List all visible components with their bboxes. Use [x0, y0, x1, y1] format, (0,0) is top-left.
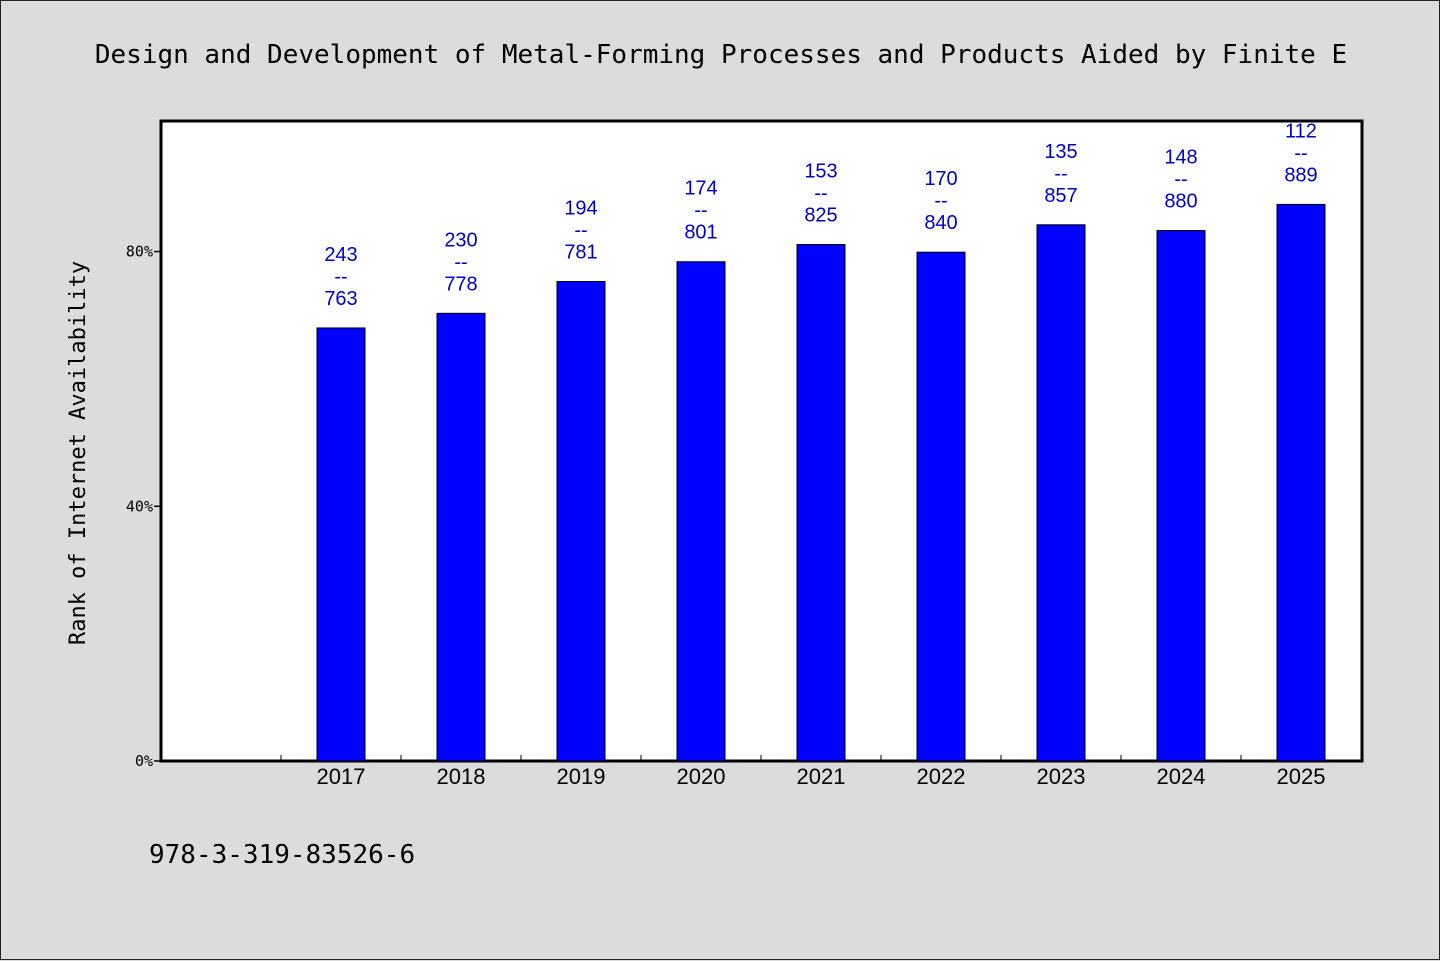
x-tick-label: 2018: [437, 764, 486, 789]
x-tick-label: 2025: [1277, 764, 1326, 789]
bar-2021: [796, 244, 846, 762]
bar-2025: [1276, 203, 1326, 762]
data-label: 112: [1285, 120, 1317, 142]
bar-2023: [1036, 224, 1086, 762]
data-label: 153: [804, 161, 837, 183]
y-tick-label: 80%: [126, 243, 153, 261]
data-label: 840: [924, 212, 957, 234]
x-tick-label: 2019: [557, 764, 606, 789]
data-label: --: [1174, 169, 1187, 191]
y-axis-label: Rank of Internet Availability: [66, 261, 91, 645]
y-tick-label: 40%: [126, 497, 153, 515]
x-tick-label: 2017: [317, 764, 366, 789]
data-label: 763: [324, 288, 357, 310]
data-label: 148: [1164, 147, 1197, 169]
data-label: 825: [804, 205, 837, 227]
data-label: 801: [684, 222, 717, 244]
bar-2017: [316, 327, 366, 762]
bar-2019: [556, 280, 606, 762]
x-axis: 2017 2018 2019 2020 2021 2022 2023 2024 2025: [280, 755, 1362, 789]
data-label: --: [334, 266, 347, 288]
data-label: 781: [564, 241, 597, 263]
bar-2018: [436, 312, 486, 762]
data-label: --: [934, 190, 947, 212]
data-label: 857: [1044, 185, 1077, 207]
data-label: 135: [1044, 141, 1077, 163]
data-label: 230: [444, 229, 477, 251]
x-tick-label: 2021: [797, 764, 846, 789]
x-tick-label: 2022: [917, 764, 966, 789]
isbn-text: 978-3-319-83526-6: [149, 840, 415, 870]
data-label: --: [574, 219, 587, 241]
data-label: --: [1294, 142, 1307, 164]
y-tick-label: 0%: [135, 752, 153, 770]
data-label: --: [814, 183, 827, 205]
data-label: 174: [684, 178, 717, 200]
bars-layer: [316, 203, 1326, 762]
data-label: 880: [1164, 191, 1197, 213]
y-axis: 0% 40% 80%: [126, 243, 161, 770]
data-label: 889: [1284, 164, 1317, 186]
x-tick-label: 2023: [1037, 764, 1086, 789]
x-tick-label: 2020: [677, 764, 726, 789]
data-label: 778: [444, 273, 477, 295]
data-label: 170: [924, 168, 957, 190]
chart-title: Design and Development of Metal-Forming …: [95, 40, 1347, 70]
data-labels: 243--763230--778194--781174--801153--825…: [324, 120, 1317, 310]
bar-2024: [1156, 230, 1206, 762]
x-tick-label: 2024: [1157, 764, 1206, 789]
data-label: --: [694, 200, 707, 222]
data-label: 243: [324, 244, 357, 266]
bar-2020: [676, 261, 726, 762]
data-label: --: [454, 251, 467, 273]
bar-2022: [916, 251, 966, 762]
data-label: 194: [564, 197, 597, 219]
data-label: --: [1054, 163, 1067, 185]
